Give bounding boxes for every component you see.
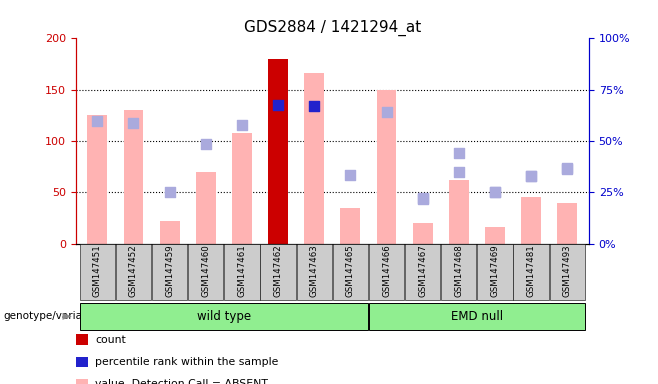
Point	[273, 102, 284, 108]
Text: count: count	[95, 335, 126, 345]
Point	[417, 195, 428, 202]
Point	[490, 189, 500, 195]
Bar	[268, 59, 288, 244]
Text: GSM147463: GSM147463	[310, 244, 318, 297]
Text: GSM147462: GSM147462	[274, 244, 282, 297]
Point	[92, 118, 103, 124]
Text: GSM147459: GSM147459	[165, 244, 174, 297]
Point	[453, 169, 464, 175]
Bar	[160, 221, 180, 244]
Text: wild type: wild type	[197, 310, 251, 323]
Point	[490, 189, 500, 195]
Text: GSM147481: GSM147481	[526, 244, 536, 297]
Text: GSM147467: GSM147467	[418, 244, 427, 297]
Bar	[376, 90, 396, 244]
Point	[128, 119, 139, 126]
Text: GSM147469: GSM147469	[490, 244, 499, 297]
Point	[562, 165, 572, 171]
Point	[201, 141, 211, 147]
Point	[562, 166, 572, 172]
Bar	[449, 180, 468, 244]
Text: GSM147451: GSM147451	[93, 244, 102, 297]
Point	[526, 173, 536, 179]
Text: GSM147461: GSM147461	[238, 244, 247, 297]
Bar	[304, 73, 324, 244]
Point	[417, 195, 428, 201]
Point	[381, 109, 392, 116]
Bar	[232, 133, 252, 244]
Point	[345, 172, 355, 178]
Point	[526, 173, 536, 179]
Text: GSM147493: GSM147493	[563, 244, 572, 297]
Bar	[485, 227, 505, 244]
Text: genotype/variation: genotype/variation	[3, 311, 103, 321]
Bar	[88, 116, 107, 244]
Point	[237, 122, 247, 128]
Text: value, Detection Call = ABSENT: value, Detection Call = ABSENT	[95, 379, 268, 384]
Bar	[413, 223, 432, 244]
Bar	[124, 110, 143, 244]
Point	[309, 103, 320, 109]
Text: GSM147466: GSM147466	[382, 244, 391, 297]
Text: GSM147465: GSM147465	[346, 244, 355, 297]
Text: GSM147468: GSM147468	[454, 244, 463, 297]
Bar	[557, 203, 577, 244]
Text: percentile rank within the sample: percentile rank within the sample	[95, 357, 279, 367]
Text: GSM147452: GSM147452	[129, 244, 138, 297]
Bar	[196, 172, 216, 244]
Point	[453, 151, 464, 157]
Bar	[340, 208, 361, 244]
Bar	[521, 197, 541, 244]
Title: GDS2884 / 1421294_at: GDS2884 / 1421294_at	[243, 20, 421, 36]
Text: EMD null: EMD null	[451, 310, 503, 323]
Point	[164, 189, 175, 195]
Text: GSM147460: GSM147460	[201, 244, 211, 297]
